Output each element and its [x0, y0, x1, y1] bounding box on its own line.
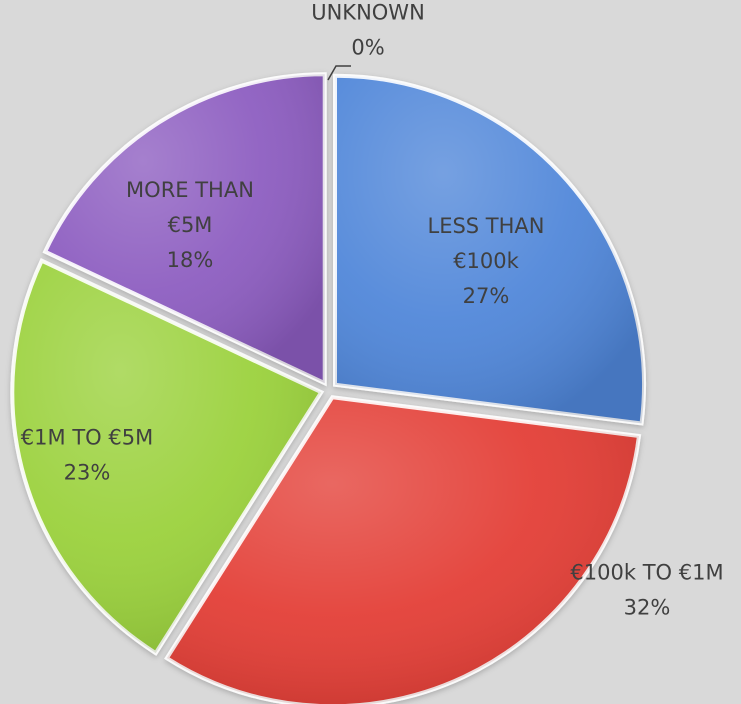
pie-label-line-eur1m-to-eur5m-2: 23% — [64, 461, 111, 485]
unknown-leader-line — [327, 65, 351, 81]
pie-label-line-more-than-eur5m-2: €5M — [168, 213, 213, 237]
pie-label-line-more-than-eur5m-1: MORE THAN — [126, 178, 254, 202]
pie-label-eur1m-to-eur5m: €1M TO €5M 23% — [21, 426, 153, 485]
pie-label-eur100k-to-eur1m: €100k TO €1M 32% — [570, 561, 723, 620]
pie-label-less-than-eur100k: LESS THAN €100k 27% — [428, 214, 545, 308]
pie-label-line-more-than-eur5m-3: 18% — [167, 248, 214, 272]
pie-label-line-eur1m-to-eur5m-1: €1M TO €5M — [21, 426, 153, 450]
pie-label-more-than-eur5m: MORE THAN €5M 18% — [126, 178, 254, 272]
pie-label-line-eur100k-to-eur1m-1: €100k TO €1M — [570, 561, 723, 585]
pie-label-unknown: UNKNOWN 0% — [311, 1, 425, 60]
pie-label-line-less-than-eur100k-2: €100k — [453, 249, 519, 273]
pie-label-line-less-than-eur100k-1: LESS THAN — [428, 214, 545, 238]
pie-label-line-eur100k-to-eur1m-2: 32% — [624, 596, 671, 620]
pie-label-line-unknown-1: UNKNOWN — [311, 1, 425, 25]
pie-label-line-less-than-eur100k-3: 27% — [463, 284, 510, 308]
pie-label-line-unknown-2: 0% — [351, 36, 384, 60]
